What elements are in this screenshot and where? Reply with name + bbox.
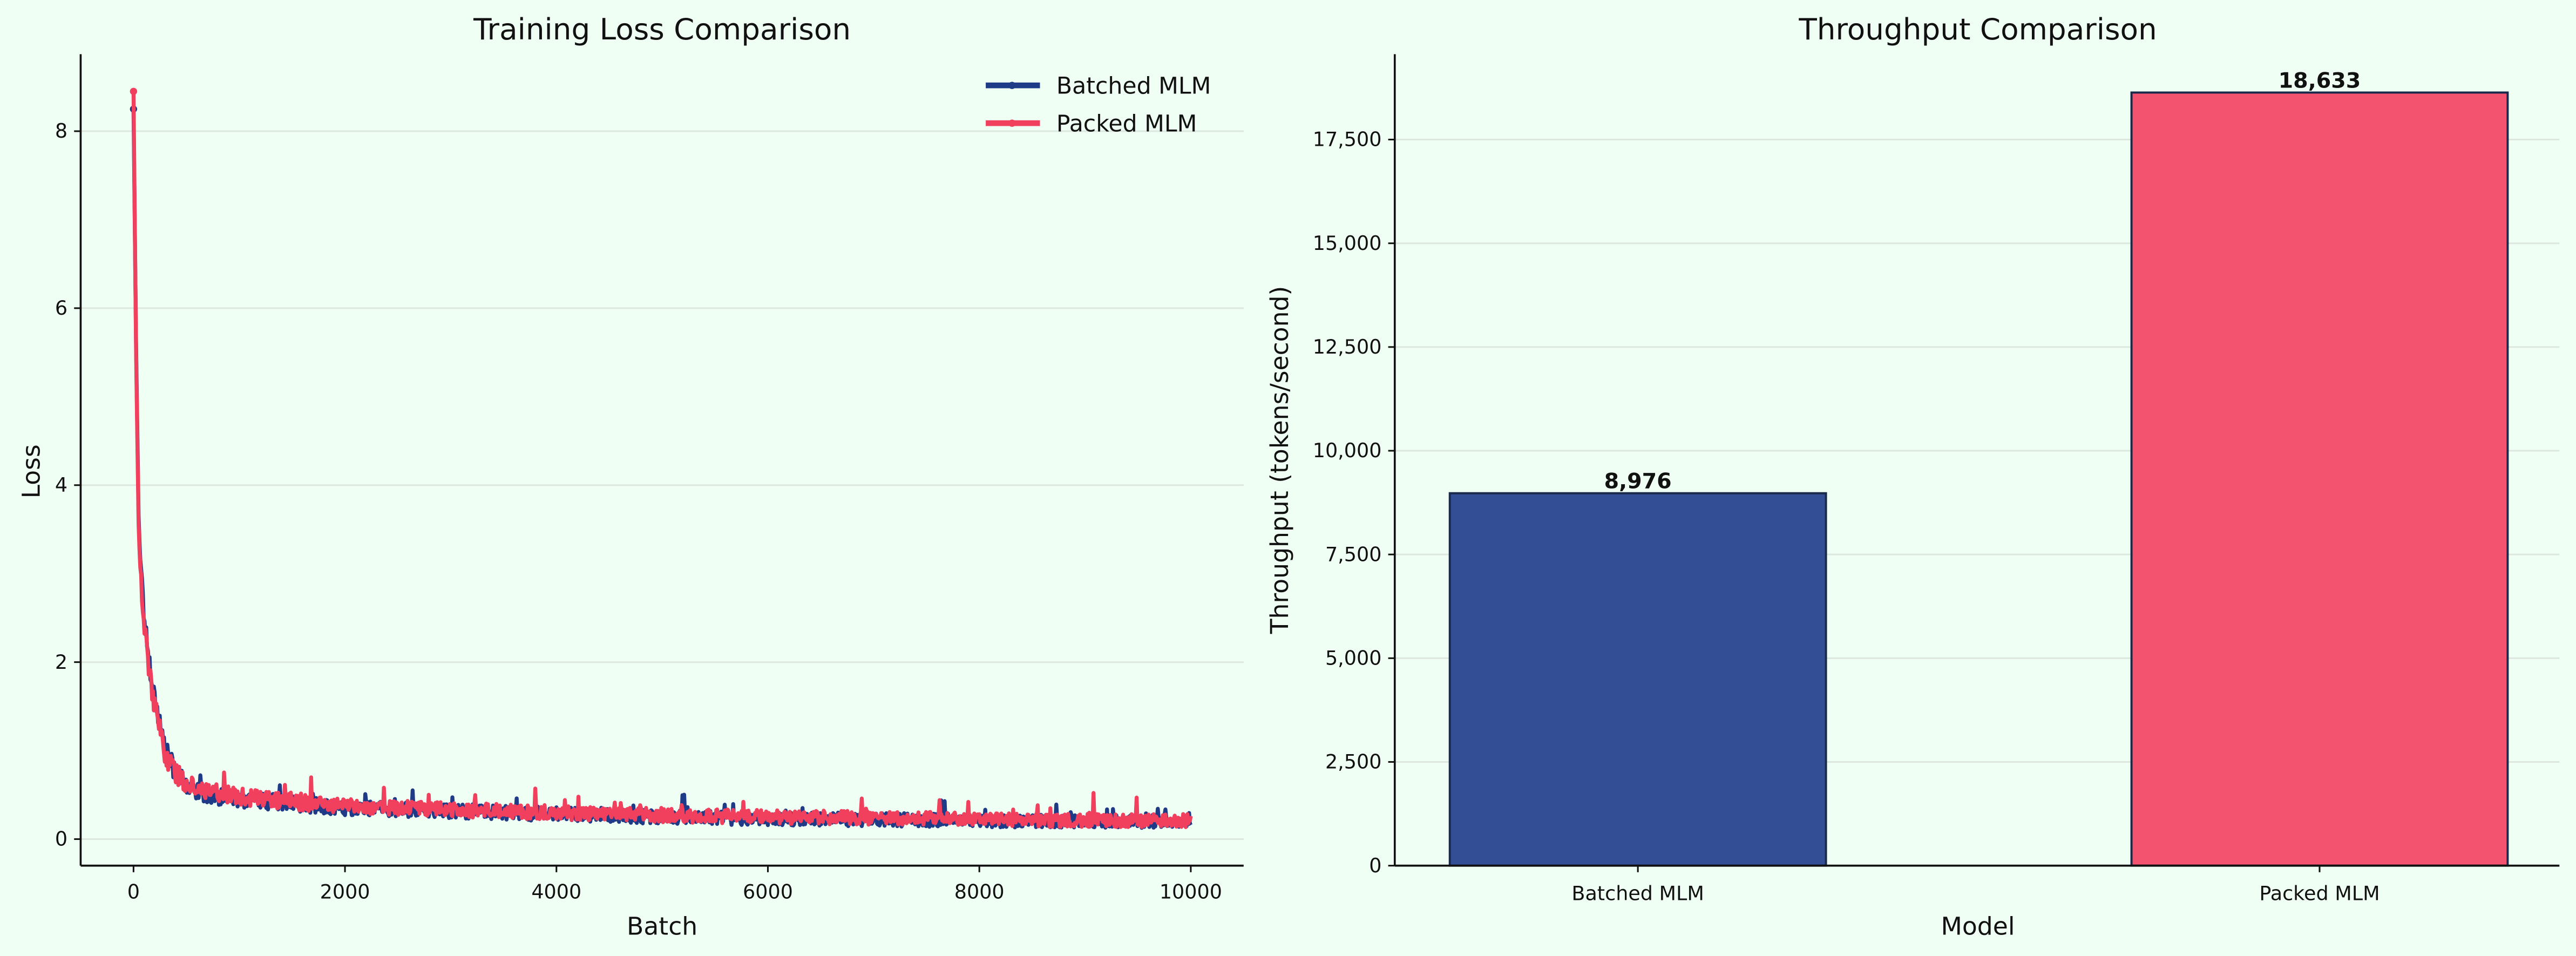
- throughput-y-tick-label: 12,500: [1313, 335, 1382, 358]
- throughput-y-tick-label: 15,000: [1313, 232, 1382, 255]
- throughput-chart: 8,976 18,633 0 2,500 5,000 7,500 10,000 12,500…: [1265, 12, 2560, 940]
- throughput-y-tick-label: 17,500: [1313, 128, 1382, 151]
- bar-packed: [2130, 91, 2509, 867]
- throughput-y-label: Throughput (tokens/second): [1265, 286, 1294, 635]
- throughput-y-tick-label: 0: [1369, 854, 1381, 877]
- loss-x-tick-label: 0: [127, 880, 140, 903]
- throughput-y-tick-label: 2,500: [1325, 750, 1382, 774]
- throughput-y-tick-label: 10,000: [1313, 439, 1382, 462]
- loss-y-tick-label: 0: [55, 828, 67, 851]
- throughput-x-label: Model: [1941, 912, 2015, 940]
- loss-y-label: Loss: [17, 444, 45, 498]
- bar-data-label: 8,976: [1604, 469, 1672, 494]
- loss-x-tick-label: 8000: [954, 880, 1005, 903]
- legend-label-packed: Packed MLM: [1056, 110, 1197, 137]
- bar-data-label: 18,633: [2279, 68, 2361, 93]
- legend-label-batched: Batched MLM: [1056, 72, 1211, 99]
- legend: Batched MLM Packed MLM: [986, 72, 1211, 137]
- throughput-y-tick-label: 5,000: [1325, 646, 1382, 669]
- bar-batched: [1448, 492, 1827, 867]
- throughput-y-tick-label: 7,500: [1325, 543, 1382, 566]
- throughput-chart-title: Throughput Comparison: [1798, 12, 2157, 46]
- loss-start-marker: [130, 87, 138, 95]
- loss-y-tick-label: 4: [55, 473, 67, 497]
- loss-x-tick-label: 2000: [320, 880, 370, 903]
- loss-x-tick-label: 10000: [1160, 880, 1222, 903]
- loss-line-packed: [131, 91, 1193, 829]
- loss-chart-title: Training Loss Comparison: [473, 12, 851, 46]
- loss-y-tick-label: 8: [55, 119, 67, 143]
- legend-marker-batched: [1008, 82, 1016, 89]
- loss-y-tick-label: 6: [55, 296, 67, 320]
- loss-x-tick-label: 4000: [531, 880, 581, 903]
- legend-marker-packed: [1008, 119, 1016, 127]
- loss-chart: 0 2 4 6 8 0 2000 4000 6000 8000 10000 Training Los…: [17, 12, 1244, 940]
- throughput-x-tick-label: Packed MLM: [2259, 882, 2380, 905]
- loss-x-label: Batch: [627, 912, 697, 940]
- throughput-x-tick-label: Batched MLM: [1571, 882, 1704, 905]
- loss-y-tick-label: 2: [55, 650, 67, 674]
- loss-x-tick-label: 6000: [743, 880, 793, 903]
